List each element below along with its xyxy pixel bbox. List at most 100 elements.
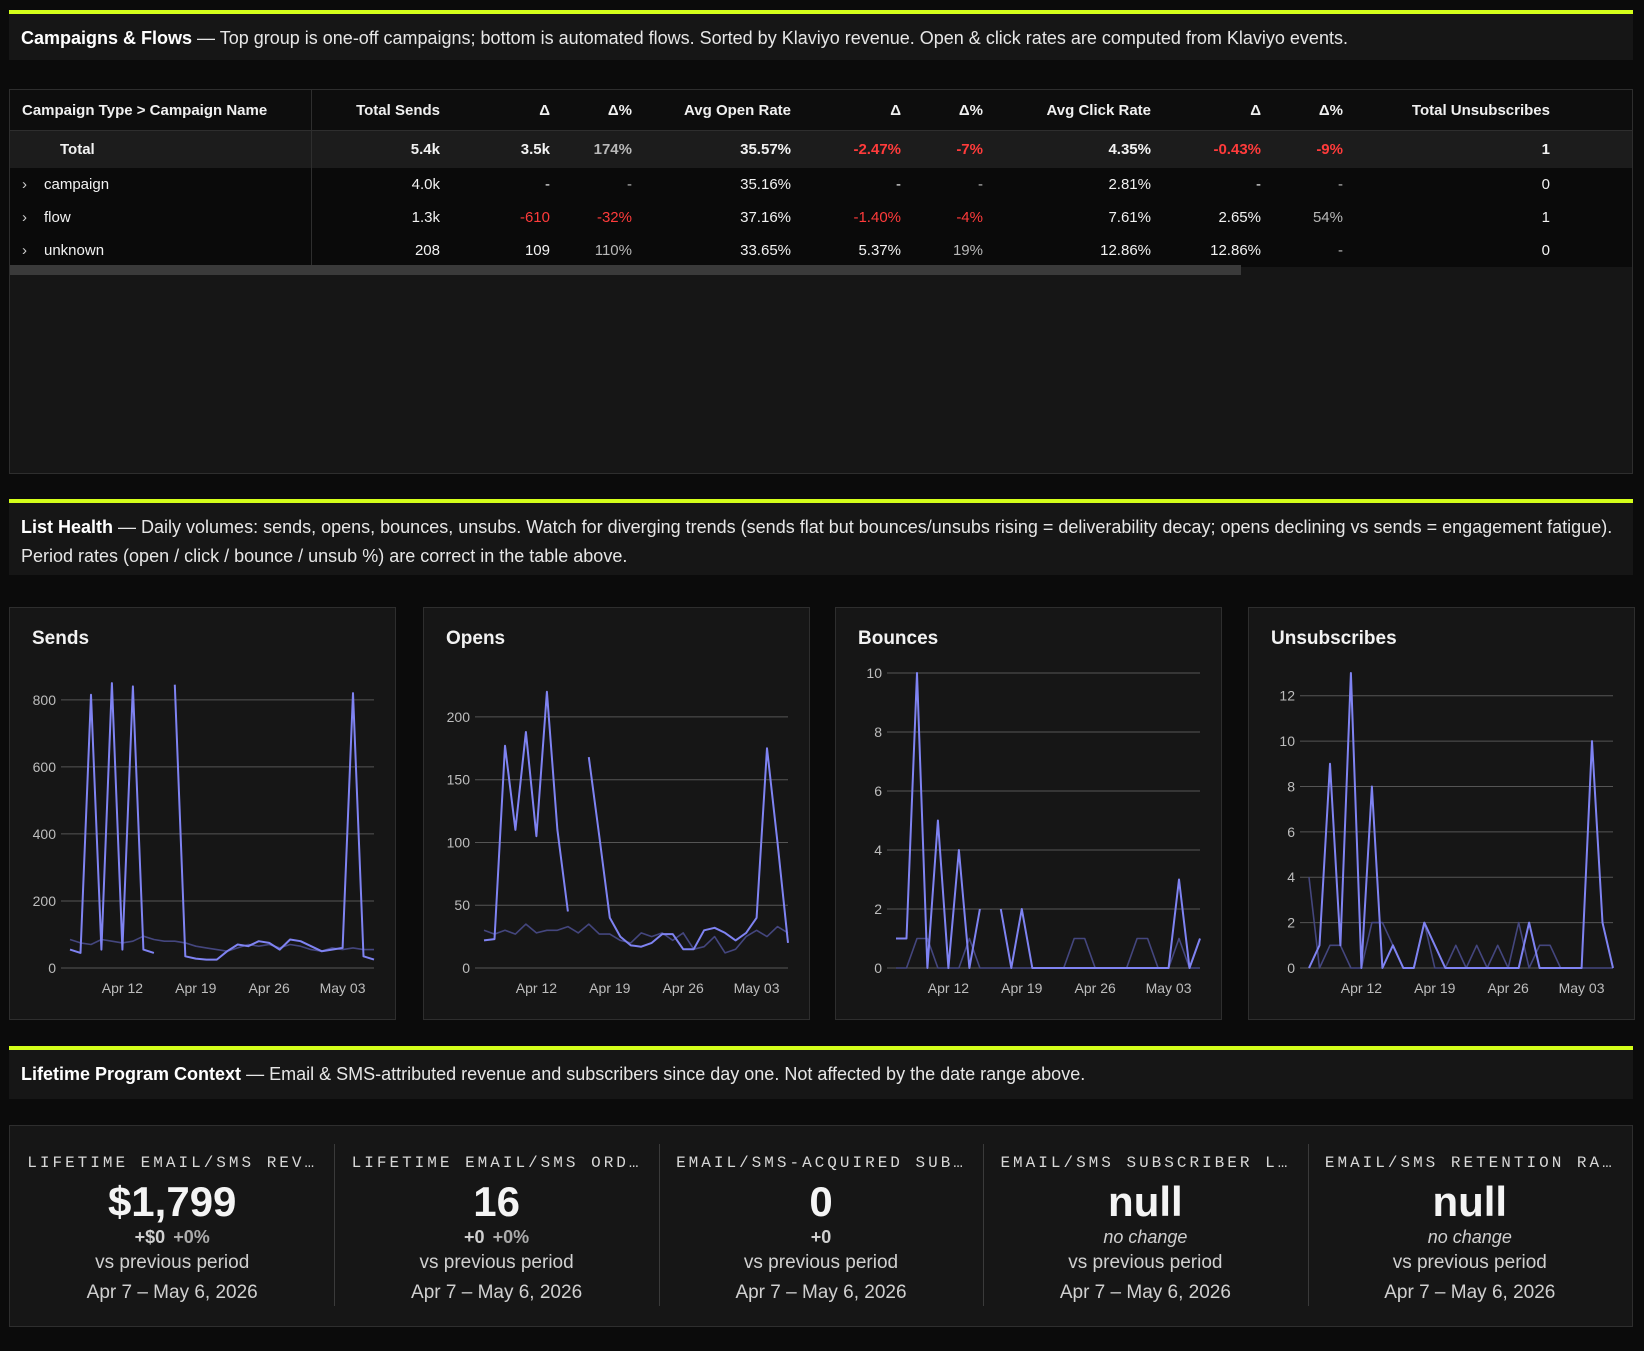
column-header: Δ	[1151, 90, 1261, 131]
expand-chevron[interactable]: ›	[22, 242, 27, 259]
y-tick-label: 6	[874, 783, 882, 799]
column-header: Δ	[440, 90, 550, 131]
table-cell: -4%	[901, 201, 983, 234]
cell-text: -9%	[1316, 141, 1343, 158]
delta: +$0	[134, 1227, 166, 1247]
table-cell: › flow	[10, 201, 312, 234]
table-cell: -	[1151, 168, 1261, 201]
y-tick-label: 10	[866, 665, 882, 681]
cell-text: 1.3k	[411, 209, 440, 226]
table-cell: 12.86%	[1151, 234, 1261, 267]
y-tick-label: 12	[1279, 688, 1295, 704]
row-spacer	[1550, 234, 1632, 267]
column-header: Total Unsubscribes	[1343, 90, 1550, 131]
table-cell: 208	[311, 234, 440, 267]
cell-text: 35.16%	[740, 176, 791, 193]
cell-text: 19%	[952, 242, 983, 259]
table-cell: 35.57%	[632, 130, 791, 168]
cell-text: 5.4k	[410, 141, 440, 158]
cell-text: 35.57%	[740, 141, 791, 158]
table-row[interactable]: › campaign 4.0k - - 35.16% - - 2.81% - - 0	[10, 168, 1632, 201]
table-cell: -32%	[550, 201, 632, 234]
cell-text: -7%	[956, 141, 983, 158]
section-description: — Daily volumes: sends, opens, bounces, …	[21, 517, 1613, 566]
table-cell: -610	[440, 201, 550, 234]
x-tick-label: Apr 26	[1075, 980, 1116, 996]
table-cell: 12.86%	[983, 234, 1151, 267]
table-row[interactable]: › flow 1.3k -610 -32% 37.16% -1.40% -4% 7.61% 2.6…	[10, 201, 1632, 234]
table-cell: -9%	[1261, 130, 1343, 168]
y-tick-label: 50	[454, 897, 470, 913]
table-cell: 2.65%	[1151, 201, 1261, 234]
cell-text: 110%	[594, 242, 632, 259]
table-cell: 35.16%	[632, 168, 791, 201]
cell-text: 33.65%	[740, 242, 791, 259]
line-series	[896, 672, 1201, 969]
column-header: Total Sends	[311, 90, 440, 131]
cell-text: 1	[1541, 209, 1550, 226]
cell-text: 208	[414, 242, 440, 259]
kpi-label: LIFETIME EMAIL/SMS ORD…	[351, 1154, 642, 1172]
cell-text: 12.86%	[1210, 242, 1261, 259]
table-cell: 1	[1343, 130, 1550, 168]
kpi-range: Apr 7 – May 6, 2026	[1384, 1282, 1556, 1303]
table-cell: 1	[1343, 201, 1550, 234]
expand-chevron[interactable]: ›	[22, 176, 27, 193]
table-row[interactable]: › unknown 208 109 110% 33.65% 5.37% 19% 12.86% 12…	[10, 234, 1632, 267]
kpi-label: EMAIL/SMS SUBSCRIBER L…	[1000, 1154, 1291, 1172]
row-spacer	[1550, 201, 1632, 234]
x-tick-label: Apr 12	[102, 980, 143, 996]
x-tick-label: Apr 19	[1414, 980, 1455, 996]
table-cell: › campaign	[10, 168, 312, 201]
cell-text: -	[545, 176, 550, 193]
table-cell: 5.4k	[311, 130, 440, 168]
x-tick-label: Apr 12	[928, 980, 969, 996]
cell-text: -	[627, 176, 632, 193]
kpi-value: 0	[809, 1178, 833, 1225]
y-tick-label: 0	[874, 960, 882, 976]
chart: Bounces 0 2 4 6 8 10 Apr 12 Apr 19 Apr 26 May 03	[835, 607, 1222, 1020]
y-tick-label: 800	[33, 692, 57, 708]
kpi-card: EMAIL/SMS-ACQUIRED SUB… 0 +0 vs previous pe…	[658, 1126, 983, 1326]
delta: +0%	[492, 1227, 530, 1247]
table-cell: 5.37%	[791, 234, 901, 267]
kpi-delta: +0 +0%	[334, 1226, 658, 1248]
kpi-compare: vs previous period	[743, 1252, 899, 1273]
table-cell: 0	[1343, 168, 1550, 201]
section-title: Lifetime Program Context	[21, 1064, 242, 1084]
chart-title: Unsubscribes	[1271, 628, 1397, 649]
table-cell: -	[550, 168, 632, 201]
kpi-label: LIFETIME EMAIL/SMS REV…	[27, 1154, 318, 1172]
kpi-card: EMAIL/SMS RETENTION RA… null no change vs p…	[1307, 1126, 1632, 1326]
kpi-range: Apr 7 – May 6, 2026	[86, 1282, 258, 1303]
y-tick-label: 200	[33, 893, 57, 909]
x-tick-label: May 03	[1559, 980, 1605, 996]
x-tick-label: Apr 19	[175, 980, 216, 996]
chart: Opens 0 50 100 150 200 Apr 12 Apr 19 Apr 26 May 0…	[423, 607, 810, 1020]
y-tick-label: 2	[1287, 915, 1295, 931]
divider	[334, 1144, 336, 1306]
table: Campaign Type > Campaign Name Total Sends…	[10, 90, 1632, 267]
table-cell: 19%	[901, 234, 983, 267]
x-tick-label: Apr 19	[589, 980, 630, 996]
cell-text: -2.47%	[853, 141, 901, 158]
section-title: Campaigns & Flows	[21, 28, 193, 48]
cell-text: 5.37%	[858, 242, 901, 259]
scrollbar[interactable]	[10, 265, 1241, 275]
column-header: Δ%	[1261, 90, 1343, 131]
table-cell: 33.65%	[632, 234, 791, 267]
expand-chevron[interactable]: ›	[22, 209, 27, 226]
y-tick-label: 2	[874, 901, 882, 917]
cell-text: 7.61%	[1108, 209, 1151, 226]
cell-text: 4.0k	[411, 176, 440, 193]
section-description: — Top group is one-off campaigns; bottom…	[197, 28, 1348, 48]
x-tick-label: May 03	[320, 980, 366, 996]
kpi-range: Apr 7 – May 6, 2026	[1059, 1282, 1231, 1303]
table-cell: 0	[1343, 234, 1550, 267]
kpi-value: null	[1108, 1178, 1183, 1225]
column-header: Avg Open Rate	[632, 90, 791, 131]
table-cell: -1.40%	[791, 201, 901, 234]
column-header: Avg Click Rate	[983, 90, 1151, 131]
cell-text: campaign	[44, 176, 110, 193]
